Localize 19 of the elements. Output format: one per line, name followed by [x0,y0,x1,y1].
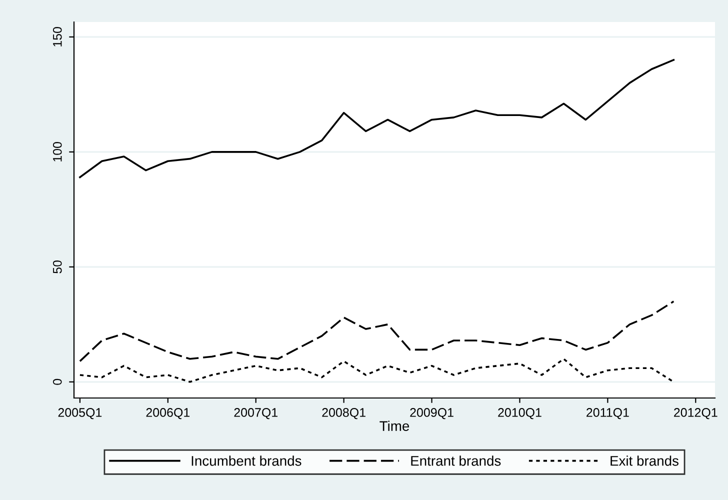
x-tick-label: 2006Q1 [146,408,190,420]
legend-label: Exit brands [610,456,678,466]
line-series [79,358,675,383]
x-tick-label: 2011Q1 [586,408,629,420]
y-tick-label: 50 [52,260,62,274]
line-series [79,59,675,178]
x-axis-title: Time [380,420,410,431]
x-tick-label: 2012Q1 [674,408,718,420]
y-tick-label: 0 [52,378,62,385]
y-tick-label: 100 [52,142,62,162]
x-tick-label: 2008Q1 [322,408,366,420]
legend-label: Incumbent brands [192,456,302,466]
x-tick-label: 2007Q1 [234,408,278,420]
y-tick-label: 150 [52,27,62,46]
x-tick-label: 2005Q1 [58,408,102,420]
x-tick-label: 2009Q1 [410,408,454,420]
legend-label: Entrant brands [411,456,501,466]
line-series [79,300,675,362]
x-tick-label: 2010Q1 [498,408,542,420]
